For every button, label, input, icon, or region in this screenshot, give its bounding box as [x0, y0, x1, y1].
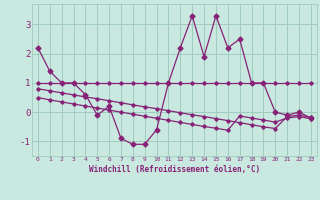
X-axis label: Windchill (Refroidissement éolien,°C): Windchill (Refroidissement éolien,°C)	[89, 165, 260, 174]
